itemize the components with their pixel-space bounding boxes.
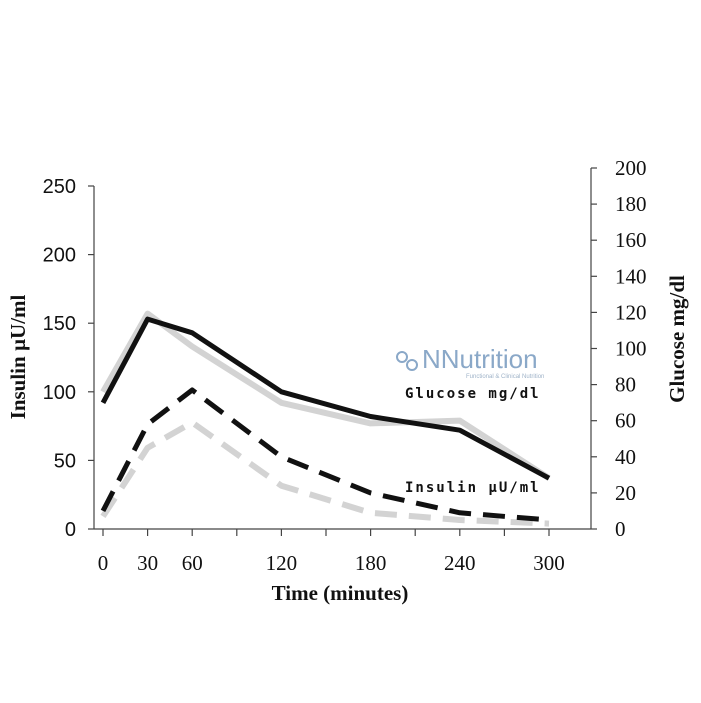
x-axis-title: Time (minutes) [272, 581, 409, 605]
series-line-2 [100, 316, 551, 481]
glucose-series-label: Glucose mg/dl [405, 386, 541, 402]
series-line-3 [100, 419, 550, 527]
left-y-axis-title: Insulin µU/ml [6, 294, 30, 419]
right-tick-label: 180 [615, 192, 647, 216]
right-tick-label: 80 [615, 373, 636, 397]
left-y-axis: 0 50 100 150 200 250 [43, 176, 95, 541]
x-tick-label: 60 [182, 551, 203, 575]
right-tick-label: 120 [615, 300, 647, 324]
right-tick-label: 160 [615, 228, 647, 252]
right-tick-label: 100 [615, 337, 647, 361]
series-layer [100, 310, 551, 527]
left-tick-label: 200 [43, 245, 76, 267]
right-tick-label: 40 [615, 445, 636, 469]
series-line-4 [100, 387, 550, 523]
left-tick-label: 50 [54, 450, 76, 472]
x-tick-label: 120 [266, 551, 298, 575]
right-tick-label: 0 [615, 517, 626, 541]
watermark-subtitle: Functional & Clinical Nutrition [466, 374, 544, 380]
right-tick-label: 60 [615, 409, 636, 433]
right-y-axis-title: Glucose mg/dl [665, 275, 689, 403]
x-tick-label: 0 [98, 551, 109, 575]
right-tick-label: 140 [615, 264, 647, 288]
x-tick-label: 240 [444, 551, 476, 575]
insulin-series-label: Insulin µU/ml [405, 480, 541, 496]
left-tick-label: 250 [43, 176, 76, 198]
x-tick-label: 300 [533, 551, 565, 575]
left-tick-label: 0 [65, 519, 76, 541]
watermark-brand: NNutrition [422, 344, 538, 374]
x-tick-label: 30 [137, 551, 158, 575]
left-tick-label: 100 [43, 382, 76, 404]
right-y-axis: 0 20 40 60 80 100 120 140 160 180 200 [590, 156, 647, 541]
left-tick-label: 150 [43, 313, 76, 335]
x-tick-label: 180 [355, 551, 387, 575]
series-line-1 [100, 310, 551, 481]
watermark-logo: NNutrition Functional & Clinical Nutriti… [396, 344, 544, 380]
right-tick-label: 200 [615, 156, 647, 180]
x-axis: 0 30 60 120 180 240 300 [94, 528, 591, 575]
right-tick-label: 20 [615, 481, 636, 505]
